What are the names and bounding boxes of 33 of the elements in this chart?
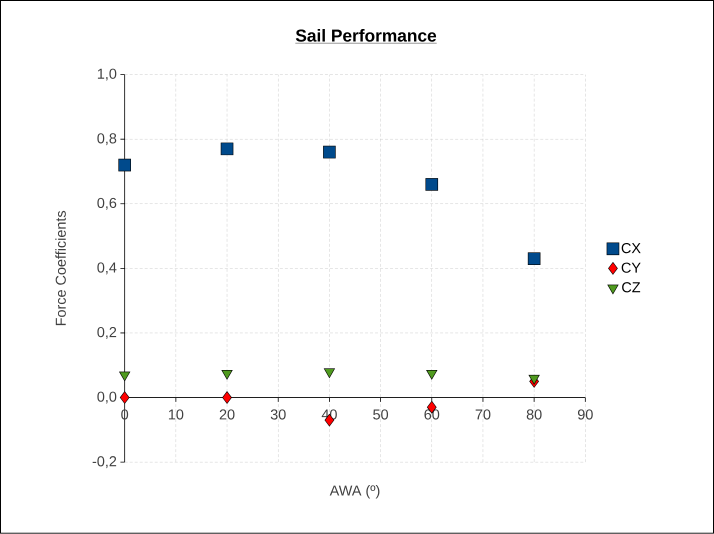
point <box>425 178 438 191</box>
y-axis-title: Force Coefficients <box>55 211 66 326</box>
y-tick-label: -0,2 <box>92 456 116 468</box>
x-tick-label: 70 <box>476 409 490 420</box>
legend-label: CX <box>622 243 641 254</box>
point <box>118 158 131 172</box>
point <box>220 142 234 156</box>
point <box>323 146 336 159</box>
x-tick-label: 10 <box>168 409 184 420</box>
point <box>119 372 130 382</box>
x-tick-label: 50 <box>373 409 388 420</box>
y-tick-label: 0,6 <box>97 198 116 210</box>
legend-label: CZ <box>622 282 640 292</box>
point <box>222 391 232 404</box>
y-tick-label: 0,0 <box>97 392 116 404</box>
point <box>426 370 438 380</box>
point <box>528 374 540 385</box>
point <box>528 252 540 266</box>
x-tick-label: 20 <box>220 409 234 420</box>
y-tick-label: 0,2 <box>97 327 116 340</box>
point <box>324 368 335 378</box>
x-tick-label: 60 <box>424 409 440 420</box>
x-tick-label: 90 <box>578 409 593 420</box>
x-tick-label: 80 <box>526 409 542 420</box>
x-axis-title: AWA (º) <box>330 485 380 499</box>
legend-label: CY <box>622 262 641 273</box>
y-tick-label: 0,4 <box>97 262 116 274</box>
point <box>222 370 233 380</box>
point <box>120 391 130 404</box>
x-tick-label: 30 <box>270 409 286 420</box>
chart-title: Sail Performance <box>296 29 436 42</box>
y-tick-label: 1,0 <box>98 68 116 81</box>
y-tick-label: 0,8 <box>97 133 116 146</box>
